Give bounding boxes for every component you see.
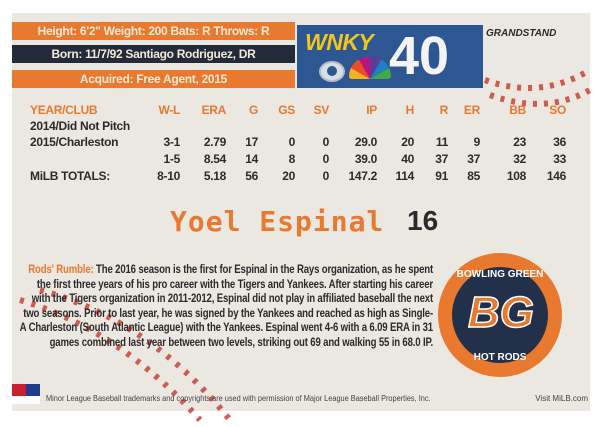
birth-info-bar: Born: 11/7/92 Santiago Rodriguez, DR [12,45,295,63]
bio-label: Rods' Rumble: [28,262,94,276]
stat-cell-er: 37 [467,152,480,166]
team-logo: BOWLING GREEN BG HOT RODS [438,253,562,377]
stat-cell-era: 8.54 [203,152,226,166]
team-logo-monogram: BG [467,287,535,338]
stat-cell-wl: 1-5 [163,152,181,166]
stat-cell-r: 37 [435,152,448,166]
stat-cell-era: 2.79 [203,135,226,149]
nbc-peacock-icon [349,57,391,79]
stat-cell-wl: W-L [158,103,180,117]
milb-logo [12,384,40,404]
stat-cell-ip: 29.0 [354,135,377,149]
bio-line: in 31 games combined last year between t… [49,320,434,349]
stat-cell-wl: 3-1 [163,135,181,149]
club-cell: 2014/Did Not Pitch [30,119,130,133]
stat-cell-bb: 23 [513,135,526,149]
stat-cell-er: 9 [473,135,481,149]
stat-cell-era: ERA [201,103,227,117]
bio-line: The 2016 season is the first for Espinal… [93,262,433,276]
player-name: Yoel Espinal [170,205,385,238]
stat-cell-er: ER [463,103,480,117]
bio-line: the first three years of his pro career … [36,276,403,291]
club-cell: MiLB TOTALS: [30,169,110,183]
sponsor-call-letters: WNKY [305,29,374,55]
stat-cell-sv: 0 [322,152,330,166]
stat-cell-so: 33 [553,152,566,166]
milb-link[interactable]: Visit MiLB.com [535,394,588,403]
stat-cell-sv: SV [313,103,330,117]
stat-cell-g: 14 [245,152,258,166]
acquired-info-bar: Acquired: Free Agent, 2015 [12,70,295,88]
stat-cell-sv: 0 [322,135,330,149]
stat-cell-gs: 20 [282,169,295,183]
stat-cell-h: H [405,103,415,117]
club-cell: YEAR/CLUB [30,103,98,117]
physical-info-bar: Height: 6'2" Weight: 200 Bats: R Throws:… [12,22,295,40]
stat-cell-ip: IP [366,103,377,117]
stat-cell-g: 56 [245,169,258,183]
stat-cell-gs: 8 [288,152,296,166]
jersey-number: 16 [407,205,439,236]
bio-line: career with the Tigers organization in 2… [31,276,433,306]
stat-cell-g: G [248,103,258,117]
stat-cell-so: SO [549,103,566,117]
stat-cell-r: R [439,103,449,117]
stat-cell-er: 85 [467,169,480,183]
team-logo-top-text: BOWLING GREEN [456,269,544,280]
club-cell: 2015/Charleston [30,135,119,149]
stat-cell-ip: 39.0 [354,152,377,166]
bio-line: League) with the Yankees. Espinal went 4… [147,320,410,334]
stat-cell-r: 11 [435,135,448,149]
bio-paragraph: Rods' Rumble: The 2016 season is the fir… [17,262,433,349]
stat-cell-g: 17 [245,135,258,149]
stat-cell-so: 36 [553,135,566,149]
stat-cell-r: 91 [435,169,448,183]
sponsor-channel: 40 [389,26,450,86]
grandstand-logo: GRANDSTAND [486,28,557,39]
stat-cell-h: 20 [401,135,414,149]
legal-text: Minor League Baseball trademarks and cop… [46,394,431,403]
stat-cell-h: 40 [401,152,414,166]
stat-cell-era: 5.18 [203,169,226,183]
stat-cell-bb: BB [509,103,526,117]
stat-cell-wl: 8-10 [157,169,180,183]
stat-cell-gs: GS [278,103,295,117]
bio-line: striking out 69 and walking 55 in 68.0 I… [257,334,433,349]
team-logo-bottom-text: HOT RODS [473,352,527,363]
stat-cell-sv: 0 [322,169,330,183]
bio-line: baseball the next two seasons. Prior to … [23,291,433,320]
stat-cell-gs: 0 [288,135,296,149]
stat-cell-bb: 108 [506,169,526,183]
stat-cell-ip: 147.2 [348,169,377,183]
cbs-eye-icon [319,61,345,82]
sponsor-logo: WNKY 40 [297,25,483,88]
stat-cell-h: 114 [395,169,415,183]
bio-line: Yankees and reached as high as Single-A … [19,305,433,335]
stat-cell-bb: 32 [513,152,526,166]
stat-cell-so: 146 [546,169,566,183]
